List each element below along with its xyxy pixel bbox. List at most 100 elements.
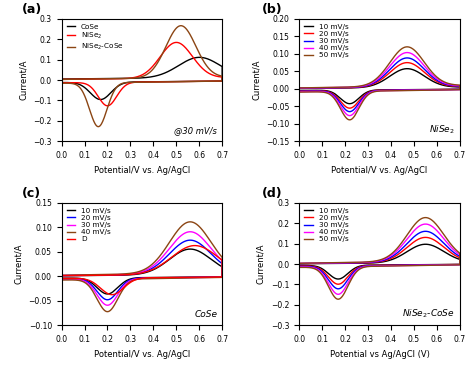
Line: 10 mV/s: 10 mV/s [62, 249, 222, 294]
50 mV/s [431, 263, 437, 267]
40 mV/s [316, 86, 322, 90]
NiSe$_2$-CoSe [79, 77, 84, 82]
CoSe [193, 79, 199, 83]
20 mV/s [59, 276, 64, 281]
10 mV/s [413, 87, 419, 92]
40 mV/s [296, 261, 302, 266]
10 mV/s [296, 261, 302, 266]
Text: (c): (c) [21, 187, 41, 200]
20 mV/s [105, 298, 110, 302]
20 mV/s [136, 276, 142, 280]
30 mV/s [175, 276, 181, 280]
30 mV/s [316, 86, 322, 90]
20 mV/s [431, 88, 437, 92]
50 mV/s [422, 263, 428, 268]
30 mV/s [59, 277, 64, 282]
20 mV/s [431, 263, 437, 267]
10 mV/s [413, 263, 419, 267]
Y-axis label: Current/A: Current/A [19, 60, 28, 100]
10 mV/s [175, 275, 181, 279]
30 mV/s [79, 273, 84, 278]
10 mV/s [103, 291, 109, 296]
X-axis label: Potential/V vs. Ag/AgCl: Potential/V vs. Ag/AgCl [94, 350, 190, 359]
10 mV/s [188, 247, 193, 251]
D [79, 273, 84, 278]
40 mV/s [422, 263, 428, 267]
40 mV/s [59, 278, 64, 282]
40 mV/s [175, 276, 181, 280]
50 mV/s [341, 292, 346, 297]
40 mV/s [79, 273, 84, 277]
NiSe$_2$ [175, 79, 181, 84]
D [59, 276, 64, 280]
30 mV/s [423, 229, 428, 233]
20 mV/s [175, 275, 181, 280]
20 mV/s [341, 279, 346, 284]
NiSe$_2$-CoSe [193, 79, 199, 84]
Line: 20 mV/s: 20 mV/s [299, 237, 460, 284]
Line: 20 mV/s: 20 mV/s [62, 240, 222, 300]
Line: 50 mV/s: 50 mV/s [299, 218, 460, 299]
10 mV/s [422, 87, 428, 92]
40 mV/s [431, 263, 437, 267]
40 mV/s [340, 108, 346, 112]
40 mV/s [193, 276, 199, 280]
Line: 50 mV/s: 50 mV/s [299, 47, 460, 120]
Y-axis label: Current/A: Current/A [256, 244, 265, 284]
NiSe$_2$-CoSe [175, 79, 181, 84]
D [175, 275, 181, 280]
20 mV/s [336, 282, 341, 286]
NiSe$_2$-CoSe [185, 79, 191, 84]
CoSe [59, 80, 64, 85]
40 mV/s [341, 288, 346, 292]
20 mV/s [374, 88, 379, 93]
10 mV/s [346, 101, 352, 106]
40 mV/s [413, 88, 419, 92]
30 mV/s [296, 261, 302, 266]
Text: (d): (d) [262, 187, 283, 200]
30 mV/s [340, 105, 346, 109]
CoSe [79, 77, 84, 81]
10 mV/s [193, 275, 199, 279]
50 mV/s [422, 88, 428, 92]
10 mV/s [185, 275, 191, 279]
D [103, 290, 109, 294]
10 mV/s [336, 277, 341, 281]
20 mV/s [296, 261, 302, 266]
NiSe$_2$-CoSe [136, 80, 142, 85]
Text: NiSe$_2$-CoSe: NiSe$_2$-CoSe [402, 308, 455, 320]
Line: 30 mV/s: 30 mV/s [62, 232, 222, 305]
30 mV/s [185, 275, 191, 280]
Legend: 10 mV/s, 20 mV/s, 30 mV/s, 40 mV/s, D: 10 mV/s, 20 mV/s, 30 mV/s, 40 mV/s, D [65, 206, 112, 244]
20 mV/s [185, 275, 191, 280]
Text: CoSe: CoSe [194, 310, 218, 319]
40 mV/s [59, 273, 64, 278]
NiSe$_2$ [185, 79, 191, 84]
Y-axis label: Current/A: Current/A [252, 60, 261, 100]
20 mV/s [59, 273, 64, 278]
NiSe$_2$ [136, 80, 142, 84]
20 mV/s [79, 273, 84, 278]
NiSe$_2$ [59, 80, 64, 85]
30 mV/s [316, 261, 322, 266]
Line: 40 mV/s: 40 mV/s [299, 53, 460, 116]
10 mV/s [423, 242, 428, 246]
NiSe$_2$-CoSe [59, 77, 64, 82]
20 mV/s [413, 263, 419, 267]
Line: 10 mV/s: 10 mV/s [299, 244, 460, 279]
Legend: 10 mV/s, 20 mV/s, 30 mV/s, 40 mV/s, 50 mV/s: 10 mV/s, 20 mV/s, 30 mV/s, 40 mV/s, 50 m… [303, 206, 350, 244]
X-axis label: Potential/V vs. Ag/AgCl: Potential/V vs. Ag/AgCl [94, 166, 190, 175]
10 mV/s [296, 88, 302, 93]
50 mV/s [296, 265, 302, 270]
40 mV/s [431, 88, 437, 92]
D [185, 275, 191, 279]
20 mV/s [422, 88, 428, 92]
Text: (a): (a) [21, 3, 42, 16]
10 mV/s [422, 262, 428, 267]
Line: NiSe$_2$: NiSe$_2$ [62, 42, 222, 106]
Text: NiSe$_2$: NiSe$_2$ [429, 124, 455, 136]
50 mV/s [316, 85, 322, 90]
10 mV/s [316, 261, 322, 266]
Line: 30 mV/s: 30 mV/s [299, 58, 460, 112]
20 mV/s [374, 263, 379, 267]
